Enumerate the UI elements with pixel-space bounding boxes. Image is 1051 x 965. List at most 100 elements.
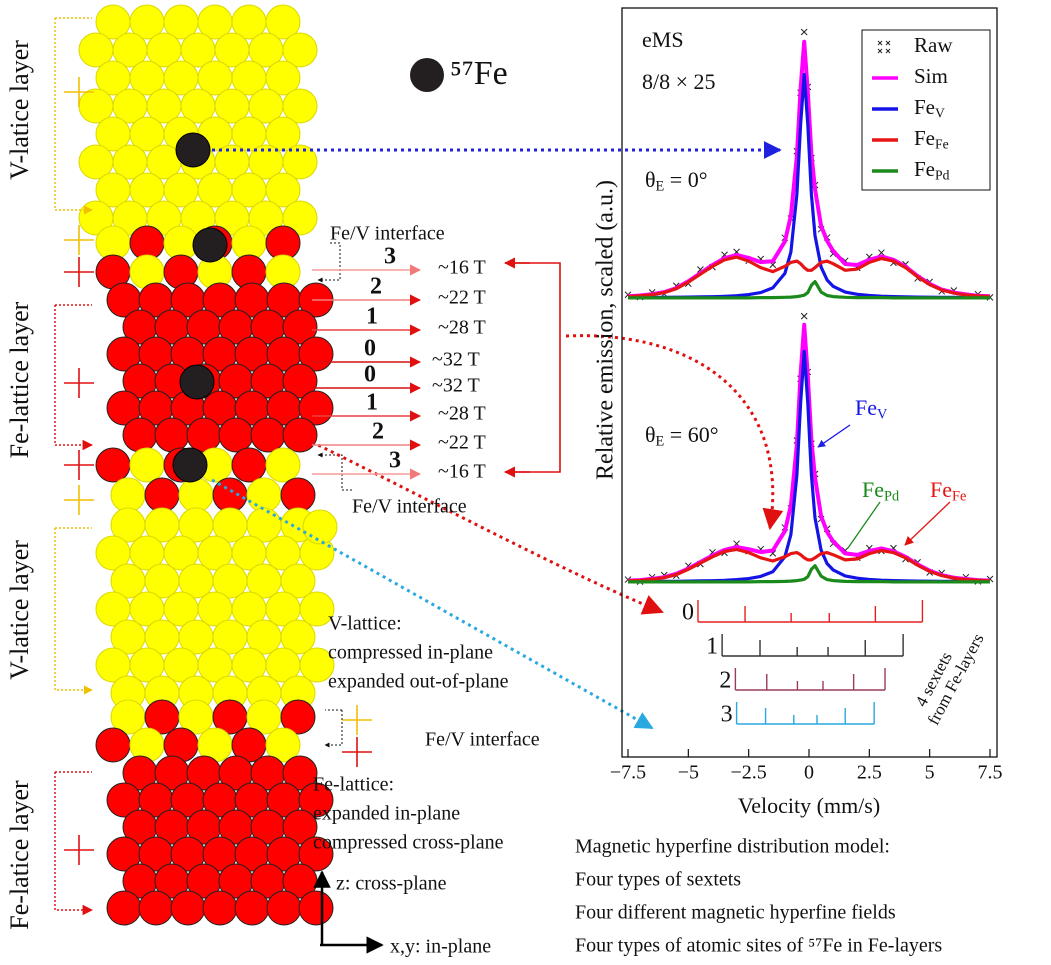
peak-pointer (848, 502, 880, 548)
field-index: 1 (366, 390, 378, 416)
fe57-atom (180, 365, 214, 399)
fe57-atom (193, 228, 227, 262)
angle-label: θE = 60° (645, 422, 719, 450)
fe-atom (96, 728, 130, 762)
x-tick-label: 2.5 (857, 762, 882, 784)
axis-xy-label: x,y: in-plane (390, 936, 491, 958)
x-tick-label: 7.5 (978, 762, 1003, 784)
field-value: ~28 T (438, 317, 486, 339)
fe-atom (145, 478, 179, 512)
fe-atom (96, 448, 130, 482)
field-index: 1 (366, 304, 378, 330)
layer-bracket (55, 305, 92, 445)
model-note: Four different magnetic hyperfine fields (575, 902, 896, 924)
legend-label-sub: Pd (935, 167, 950, 182)
x-tick-label: 5 (925, 762, 935, 784)
field-index: 3 (389, 448, 401, 474)
legend-label: Raw (914, 33, 953, 57)
fe-atom (171, 891, 205, 925)
model-note: Four types of atomic sites of ⁵⁷Fe in Fe… (575, 935, 942, 957)
angle-label-rest: = 0° (664, 167, 707, 192)
x-tick-label: −5 (678, 762, 699, 784)
legend-label-main: Fe (914, 95, 935, 119)
peak-pointer (905, 502, 950, 545)
v-lattice-note: compressed in-plane (328, 642, 493, 664)
peak-label-main: Fe (862, 477, 884, 502)
layer-label: V-latice layer (5, 540, 34, 680)
model-note: Magnetic hyperfine distribution model: (575, 836, 890, 858)
figure: ⁵⁷Fe z: cross-plane x,y: in-plane V-lati… (0, 0, 1051, 965)
v-atom (303, 510, 337, 544)
peak-label-sub: Fe (952, 489, 966, 505)
raw-point (801, 313, 807, 319)
panel-annotation: 8/8 × 25 (642, 69, 716, 94)
model-note: Four types of sextets (575, 869, 741, 891)
fe57-dot (410, 58, 444, 92)
layer-bracket (55, 528, 92, 690)
y-axis-label: Relative emission, scaled (a.u.) (593, 180, 619, 480)
fe57-atom (176, 133, 210, 167)
field-value: ~16 T (438, 461, 486, 483)
peak-label: FePd (862, 477, 899, 505)
field-index: 0 (364, 362, 376, 388)
v-lattice-note: V-lattice: (328, 613, 402, 635)
fe-atom (283, 418, 317, 452)
interface-label: Fe/V interface (425, 729, 540, 751)
field-value: ~28 T (438, 403, 486, 425)
legend-label-main: Raw (914, 33, 953, 57)
peak-label-sub: V (877, 407, 888, 423)
fe-atom (235, 891, 269, 925)
angle-label-rest: = 60° (664, 422, 718, 447)
fe-atom (251, 418, 285, 452)
peak-label: FeV (855, 395, 888, 423)
x-tick-label: 0 (804, 762, 814, 784)
sextet-label: 3 (721, 702, 733, 728)
sextet-label: 0 (682, 600, 694, 626)
panel-annotation: eMS (642, 27, 684, 52)
field-index: 3 (384, 244, 396, 270)
field-value: ~22 T (438, 287, 486, 309)
x-tick-label: −2.5 (731, 762, 767, 784)
fe-atom (232, 448, 266, 482)
peak-pointer (818, 425, 850, 447)
field-value: ~16 T (438, 257, 486, 279)
peak-label-sub: Pd (884, 489, 899, 505)
sextet-label: 2 (719, 668, 731, 694)
field-index: 2 (370, 274, 382, 300)
interface-label: Fe/V interface (330, 223, 445, 245)
fe57-label: ⁵⁷Fe (450, 55, 508, 92)
layer-label: V-latice layer (5, 40, 34, 180)
field-index: 0 (364, 336, 376, 362)
legend-label-main: Fe (914, 157, 935, 181)
axis-z-label: z: cross-plane (336, 873, 447, 895)
sextet-label: 1 (706, 634, 718, 660)
peak-label: FeFe (930, 477, 966, 505)
angle-label-main: θ (645, 422, 656, 447)
layer-bracket (55, 772, 92, 910)
fe57-atom (173, 448, 207, 482)
legend-label: Sim (914, 64, 948, 88)
v-atom (266, 448, 300, 482)
v-atom (111, 478, 145, 512)
angle-label: θE = 0° (645, 167, 708, 195)
layer-label: Fe-latice layer (5, 780, 34, 930)
fe-atom (203, 891, 237, 925)
legend-label-main: Sim (914, 64, 948, 88)
v-atom (179, 478, 213, 512)
fe-atom (107, 891, 141, 925)
angle-label-sub: E (656, 179, 665, 195)
x-tick-label: −7.5 (610, 762, 646, 784)
v-atom (130, 448, 164, 482)
fe-atom (299, 891, 333, 925)
fe-lattice-note: expanded in-plane (313, 803, 460, 825)
interface-label: Fe/V interface (352, 496, 467, 518)
fe-lattice-note: Fe-lattice: (313, 774, 394, 796)
fe-atom (139, 891, 173, 925)
fe-atom (123, 418, 157, 452)
legend-label-sub: V (935, 105, 945, 120)
fe-atom (155, 418, 189, 452)
peak-label-main: Fe (855, 395, 877, 420)
field-value: ~22 T (438, 432, 486, 454)
legend-label-main: Fe (914, 126, 935, 150)
atom-lattice (79, 5, 337, 925)
